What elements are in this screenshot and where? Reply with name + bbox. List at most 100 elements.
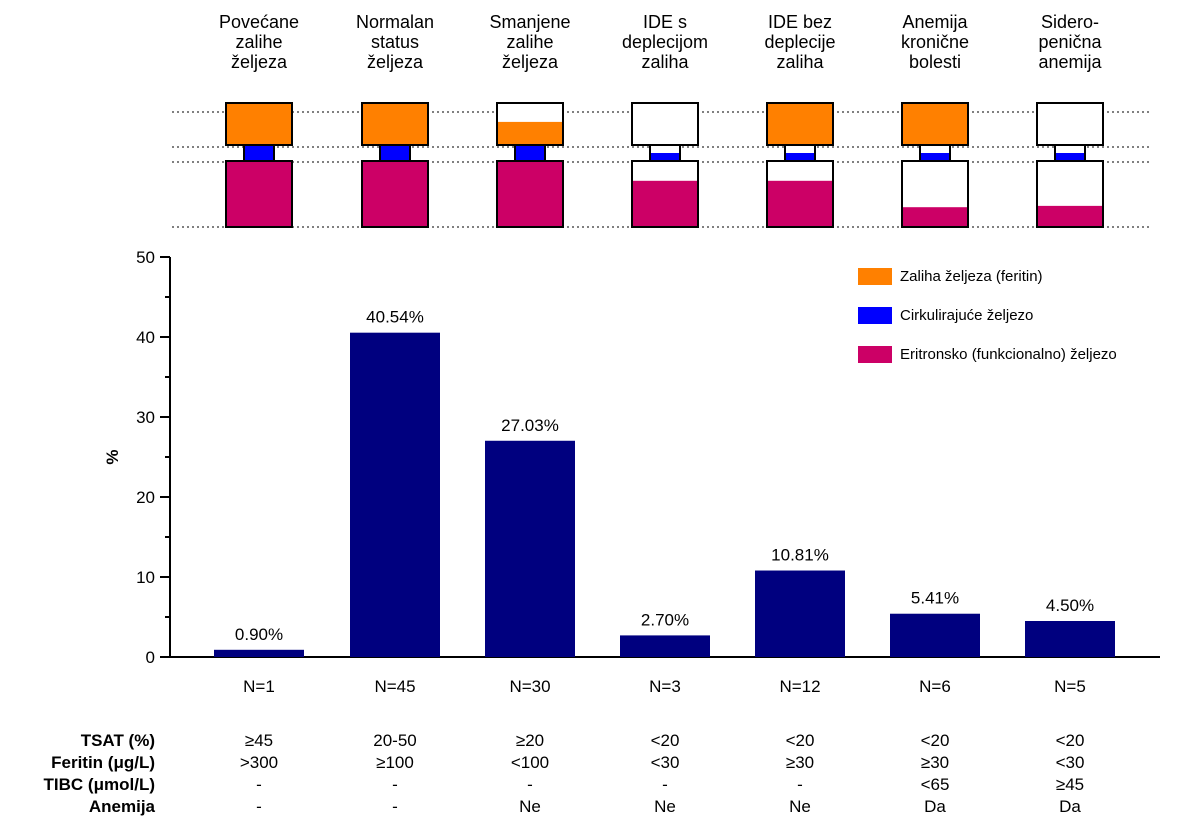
circulating-pool-fill [244, 145, 274, 161]
x-tick-label: N=1 [243, 677, 275, 696]
table-cell: ≥45 [1055, 775, 1085, 794]
bar [350, 332, 440, 657]
table-cell: - [392, 775, 398, 794]
category-header: IDE bez deplecije zaliha [764, 12, 836, 72]
bar [214, 649, 304, 657]
table-cell: <30 [650, 753, 680, 772]
legend-swatch [858, 346, 892, 363]
y-tick-label: 0 [146, 648, 155, 667]
erythron-pool-outline [225, 160, 293, 228]
table-cell: - [392, 797, 398, 816]
y-tick-label: 20 [136, 488, 155, 507]
erythron-pool-fill [1037, 205, 1103, 227]
table-cell: Ne [519, 797, 541, 816]
table-cell: <20 [1055, 731, 1085, 750]
data-label: 27.03% [501, 416, 559, 435]
table-cell: 20-50 [373, 731, 417, 750]
category-header: IDE s deplecijom zaliha [621, 12, 709, 72]
store-pool-box [1037, 103, 1103, 145]
table-cell: Da [924, 797, 946, 816]
table-cell: - [256, 775, 262, 794]
erythron-pool-outline [766, 160, 834, 228]
table-row-label: Feritin (μg/L) [51, 753, 155, 772]
store-pool-fill [497, 121, 563, 145]
store-pool-fill [226, 103, 292, 145]
bar [890, 613, 980, 657]
circulating-pool-fill [785, 153, 815, 161]
bar [485, 440, 575, 657]
category-header: Povećane zalihe željeza [218, 12, 300, 72]
table-row-label: TSAT (%) [80, 731, 155, 750]
data-label: 0.90% [235, 625, 283, 644]
erythron-pool-fill [497, 161, 563, 227]
store-pool-box [632, 103, 698, 145]
table-cell: <20 [785, 731, 815, 750]
x-tick-label: N=6 [919, 677, 951, 696]
legend-label: Cirkulirajuće željezo [900, 307, 1034, 324]
table-cell: <20 [650, 731, 680, 750]
table-cell: - [256, 797, 262, 816]
table-cell: Ne [789, 797, 811, 816]
bar [1025, 621, 1115, 657]
table-cell: - [797, 775, 803, 794]
data-label: 4.50% [1046, 596, 1094, 615]
x-tick-label: N=30 [509, 677, 550, 696]
table-cell: - [662, 775, 668, 794]
y-tick-label: 10 [136, 568, 155, 587]
x-tick-label: N=12 [779, 677, 820, 696]
y-tick-label: 40 [136, 328, 155, 347]
store-pool-fill [362, 103, 428, 145]
y-tick-label: 30 [136, 408, 155, 427]
x-tick-label: N=5 [1054, 677, 1086, 696]
category-header: Anemija kronične bolesti [900, 12, 970, 72]
erythron-pool-fill [362, 161, 428, 227]
data-label: 10.81% [771, 546, 829, 565]
erythron-pool-outline [361, 160, 429, 228]
erythron-pool-fill [902, 207, 968, 227]
erythron-pool-outline [1036, 160, 1104, 228]
table-cell: ≥20 [515, 731, 545, 750]
table-cell: <65 [920, 775, 950, 794]
erythron-pool-outline [901, 160, 969, 228]
erythron-pool-fill [632, 180, 698, 227]
circulating-pool-fill [380, 145, 410, 161]
bar [620, 635, 710, 657]
circulating-pool-fill [1055, 153, 1085, 161]
data-label: 2.70% [641, 610, 689, 629]
legend-label: Zaliha željeza (feritin) [900, 268, 1043, 285]
erythron-pool-outline [496, 160, 564, 228]
category-header: Smanjene zalihe željeza [489, 12, 571, 72]
erythron-pool-outline [631, 160, 699, 228]
y-tick-label: 50 [136, 248, 155, 267]
table-cell: >300 [239, 753, 279, 772]
table-cell: ≥30 [785, 753, 815, 772]
table-cell: <30 [1055, 753, 1085, 772]
legend-swatch [858, 307, 892, 324]
store-pool-fill [767, 103, 833, 145]
circulating-pool-fill [920, 153, 950, 161]
table-row-label: Anemija [88, 797, 155, 816]
legend-swatch [858, 268, 892, 285]
circulating-pool-fill [515, 145, 545, 161]
data-label: 40.54% [366, 308, 424, 327]
category-header: Sidero- penična anemija [1038, 12, 1102, 72]
x-tick-label: N=45 [374, 677, 415, 696]
table-cell: Ne [654, 797, 676, 816]
table-row-label: TIBC (μmol/L) [43, 775, 155, 794]
x-tick-label: N=3 [649, 677, 681, 696]
data-label: 5.41% [911, 589, 959, 608]
table-cell: <20 [920, 731, 950, 750]
table-cell: ≥45 [244, 731, 274, 750]
table-cell: ≥30 [920, 753, 950, 772]
category-header: Normalan status željeza [355, 12, 435, 72]
table-cell: ≥100 [376, 753, 414, 772]
table-cell: - [527, 775, 533, 794]
store-pool-fill [902, 103, 968, 145]
erythron-pool-fill [767, 180, 833, 227]
erythron-pool-fill [226, 161, 292, 227]
circulating-pool-fill [650, 153, 680, 161]
table-cell: Da [1059, 797, 1081, 816]
y-axis-title: % [103, 449, 122, 464]
